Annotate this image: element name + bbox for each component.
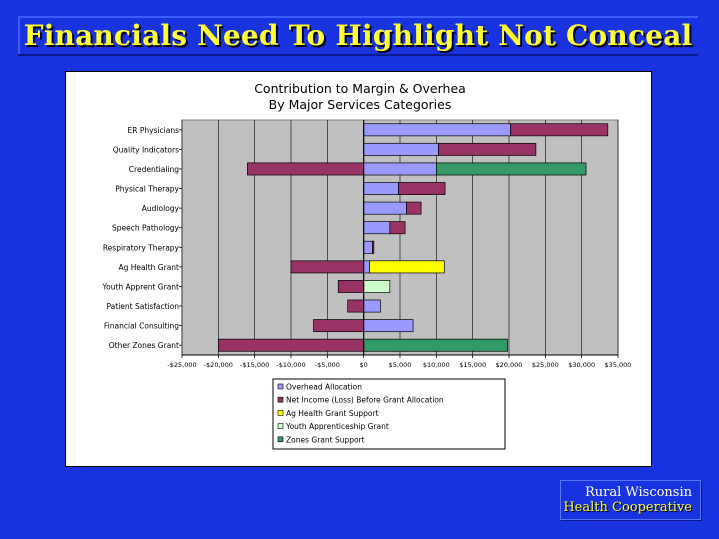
bar-ag-health-grant-overhead-allocation (363, 260, 370, 274)
contribution-chart: Contribution to Margin & Overhea By Majo… (102, 81, 632, 450)
bar-quality-indicators-net-income-loss-before-grant-allocation (438, 142, 537, 156)
category-label: Other Zones Grant (109, 341, 179, 350)
legend-label: Zones Grant Support (286, 435, 365, 444)
x-tick-label: $5,000 (389, 361, 412, 369)
chart-panel: Contribution to Margin & Overhea By Majo… (65, 71, 652, 467)
bar-financial-consulting-net-income-loss-before-grant-allocation (313, 319, 365, 333)
rwhc-logo: Rural Wisconsin Health Cooperative (560, 480, 701, 520)
bar-respiratory-therapy-net-income-loss-before-grant-allocation (372, 240, 375, 254)
x-tick-label: -$10,000 (276, 361, 305, 369)
logo-line-1: Rural Wisconsin (584, 485, 692, 500)
chart-title: Contribution to Margin & Overhea (254, 81, 466, 96)
x-tick-label: $0 (360, 361, 368, 369)
logo-line-2: Health Cooperative (563, 500, 692, 515)
x-tick-label: $10,000 (423, 361, 450, 369)
x-tick-label: $15,000 (459, 361, 486, 369)
legend-box (272, 378, 506, 450)
bar-ag-health-grant-ag-health-grant-support (369, 260, 445, 274)
category-label: Quality Indicators (113, 145, 179, 154)
bar-speech-pathology-overhead-allocation (363, 221, 391, 235)
legend-swatch (277, 383, 284, 390)
bar-ag-health-grant-net-income-loss-before-grant-allocation (290, 260, 365, 274)
category-label: Credentialing (129, 165, 179, 174)
bar-patient-satisfaction-net-income-loss-before-grant-allocation (347, 299, 365, 313)
slide-title: Financials Need To Highlight Not Conceal (18, 16, 698, 56)
legend-label: Youth Apprenticeship Grant (285, 422, 389, 431)
bar-credentialing-overhead-allocation (363, 162, 437, 176)
bar-credentialing-zones-grant-support (435, 162, 587, 176)
category-label: Speech Pathology (112, 224, 180, 233)
legend-swatch (277, 423, 284, 429)
bar-respiratory-therapy-overhead-allocation (363, 240, 373, 254)
bar-er-physicians-net-income-loss-before-grant-allocation (510, 123, 609, 137)
chart-subtitle: By Major Services Categories (269, 97, 452, 112)
bar-physical-therapy-net-income-loss-before-grant-allocation (398, 182, 446, 195)
bar-youth-apprent-grant-net-income-loss-before-grant-allocation (337, 280, 365, 293)
bar-patient-satisfaction-overhead-allocation (363, 299, 381, 313)
x-tick-label: -$15,000 (240, 361, 269, 369)
category-label: Physical Therapy (115, 185, 179, 194)
bar-audiology-net-income-loss-before-grant-allocation (406, 201, 422, 215)
bar-credentialing-net-income-loss-before-grant-allocation (247, 162, 365, 176)
x-tick-label: $30,000 (568, 361, 595, 369)
legend-label: Net Income (Loss) Before Grant Allocatio… (286, 396, 444, 405)
x-tick-label: $25,000 (532, 361, 559, 369)
bar-quality-indicators-overhead-allocation (363, 142, 439, 156)
bar-other-zones-grant-zones-grant-support (363, 338, 508, 352)
category-label: Audiology (142, 204, 180, 213)
bar-financial-consulting-overhead-allocation (363, 319, 414, 333)
category-label: Patient Satisfaction (106, 302, 179, 311)
legend-label: Overhead Allocation (286, 383, 362, 392)
x-tick-label: $35,000 (605, 361, 632, 369)
bar-speech-pathology-net-income-loss-before-grant-allocation (389, 221, 406, 235)
category-label: Ag Health Grant (119, 263, 180, 272)
category-label: Respiratory Therapy (103, 243, 180, 252)
legend-label: Ag Health Grant Support (286, 409, 379, 418)
x-tick-label: -$20,000 (204, 361, 233, 369)
x-tick-label: $20,000 (496, 361, 523, 369)
bar-audiology-overhead-allocation (363, 201, 407, 215)
bar-er-physicians-overhead-allocation (363, 123, 511, 137)
category-label: Youth Apprent Grant (102, 282, 180, 291)
bar-physical-therapy-overhead-allocation (363, 182, 399, 195)
bar-youth-apprent-grant-youth-apprenticeship-grant (363, 280, 391, 293)
bar-other-zones-grant-net-income-loss-before-grant-allocation (217, 338, 365, 352)
category-label: ER Physicians (127, 126, 179, 135)
category-label: Financial Consulting (104, 322, 179, 331)
legend-swatch (277, 396, 284, 403)
x-tick-label: -$5,000 (315, 361, 340, 369)
x-tick-label: -$25,000 (167, 361, 196, 369)
legend-swatch (277, 436, 284, 443)
legend-swatch (277, 410, 284, 416)
